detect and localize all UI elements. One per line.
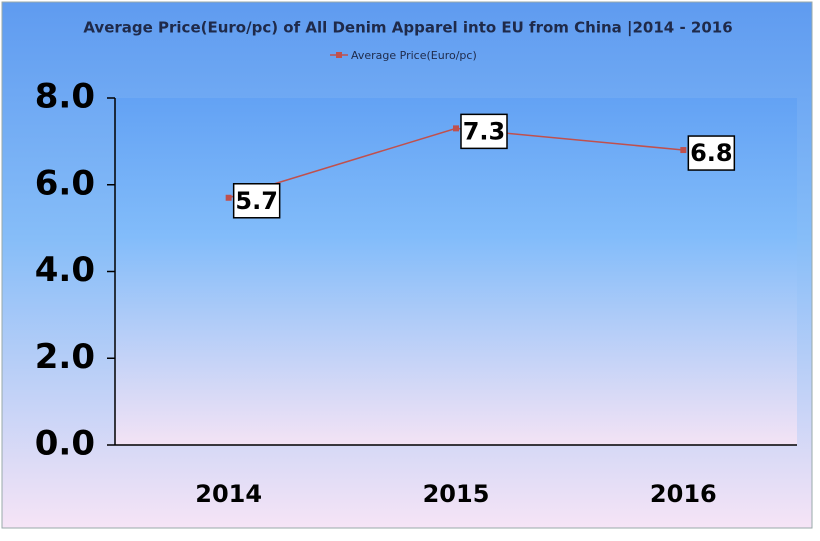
x-tick-label: 2015	[423, 480, 490, 508]
y-tick-label: 0.0	[35, 424, 95, 464]
plot-area	[115, 98, 797, 445]
data-label-box	[232, 183, 281, 219]
y-tick-label: 4.0	[35, 250, 95, 290]
data-label-box	[460, 113, 508, 150]
y-tick-label: 8.0	[35, 77, 95, 117]
x-tick-label: 2014	[195, 480, 262, 508]
legend-label: Average Price(Euro/pc)	[351, 49, 477, 62]
data-label: 7.3	[463, 117, 506, 145]
marker	[453, 125, 459, 132]
chart-title: Average Price(Euro/pc) of All Denim Appa…	[83, 19, 732, 38]
y-tick-label: 2.0	[35, 337, 95, 377]
data-label: 6.8	[690, 139, 733, 167]
marker	[680, 147, 687, 154]
x-tick-label: 2016	[650, 480, 717, 508]
marker	[225, 194, 232, 201]
legend: Average Price(Euro/pc)	[330, 49, 477, 62]
data-label: 5.7	[235, 187, 278, 215]
data-label-box	[687, 135, 736, 171]
legend-marker	[336, 52, 342, 58]
y-tick-label: 6.0	[35, 163, 95, 203]
